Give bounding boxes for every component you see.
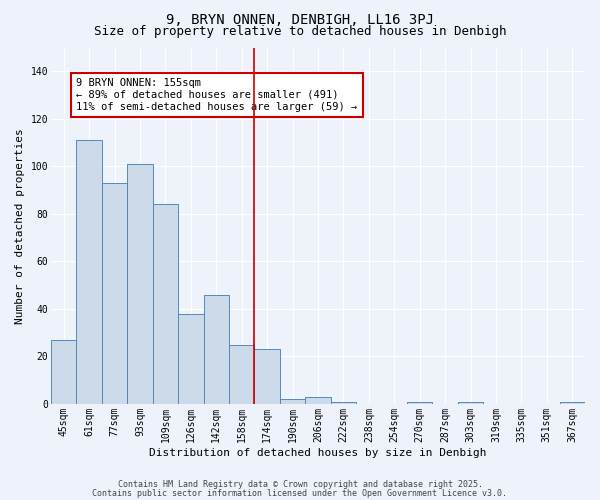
Bar [178,314,203,404]
Bar [203,294,229,404]
Bar [407,402,433,404]
Text: 9, BRYN ONNEN, DENBIGH, LL16 3PJ: 9, BRYN ONNEN, DENBIGH, LL16 3PJ [166,12,434,26]
Bar [280,399,305,404]
Bar [331,402,356,404]
Text: 9 BRYN ONNEN: 155sqm
← 89% of detached houses are smaller (491)
11% of semi-deta: 9 BRYN ONNEN: 155sqm ← 89% of detached h… [76,78,358,112]
Bar [127,164,152,404]
Bar [152,204,178,404]
Bar [560,402,585,404]
Y-axis label: Number of detached properties: Number of detached properties [15,128,25,324]
X-axis label: Distribution of detached houses by size in Denbigh: Distribution of detached houses by size … [149,448,487,458]
Bar [229,344,254,404]
Bar [76,140,102,404]
Bar [305,397,331,404]
Text: Size of property relative to detached houses in Denbigh: Size of property relative to detached ho… [94,25,506,38]
Text: Contains public sector information licensed under the Open Government Licence v3: Contains public sector information licen… [92,488,508,498]
Bar [51,340,76,404]
Bar [102,183,127,404]
Bar [458,402,483,404]
Text: Contains HM Land Registry data © Crown copyright and database right 2025.: Contains HM Land Registry data © Crown c… [118,480,482,489]
Bar [254,350,280,404]
